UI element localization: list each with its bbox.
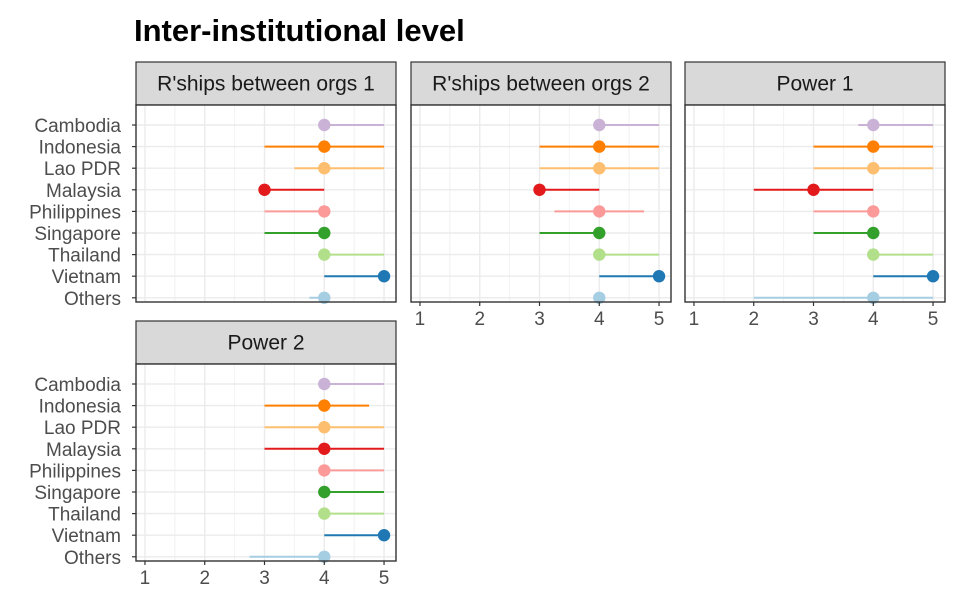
category-label-thailand: Thailand: [48, 246, 121, 267]
x-tick-label: 1: [140, 568, 151, 589]
facet-strip-label: R'ships between orgs 2: [432, 73, 650, 96]
point-others: [593, 291, 606, 304]
category-label-indonesia: Indonesia: [39, 138, 122, 159]
category-label-philippines: Philippines: [29, 202, 121, 223]
point-malaysia: [258, 183, 271, 196]
point-philippines: [593, 205, 606, 218]
plot-background: [136, 364, 396, 561]
x-tick-label: 5: [379, 568, 390, 589]
facet-panel-r-ships-between-orgs-1: R'ships between orgs 1 CambodiaIndonesiaL…: [29, 61, 397, 310]
x-tick-label: 4: [868, 309, 879, 330]
facet-panel-r-ships-between-orgs-2: R'ships between orgs 2 1 2 3 4 5: [410, 61, 672, 330]
point-singapore: [318, 226, 331, 240]
point-lao-pdr: [318, 162, 331, 175]
point-indonesia: [318, 140, 331, 153]
point-vietnam: [377, 270, 391, 283]
category-label-indonesia: Indonesia: [39, 397, 122, 418]
panel-border: [135, 363, 397, 562]
point-philippines: [318, 464, 331, 477]
point-indonesia: [318, 399, 331, 412]
point-singapore: [318, 485, 331, 499]
facet-strip-label: R'ships between orgs 1: [157, 73, 375, 96]
x-tick-label: 5: [928, 309, 939, 330]
point-thailand: [867, 248, 880, 261]
point-lao-pdr: [593, 162, 606, 175]
x-tick-label: 5: [654, 309, 665, 330]
category-label-malaysia: Malaysia: [46, 181, 121, 202]
facet-strip-label: Power 1: [776, 73, 853, 96]
category-label-lao-pdr: Lao PDR: [44, 159, 121, 180]
point-thailand: [318, 248, 331, 261]
facet-strip: [135, 320, 397, 365]
point-cambodia: [593, 118, 606, 132]
point-vietnam: [926, 270, 940, 283]
category-label-philippines: Philippines: [29, 461, 121, 482]
point-philippines: [318, 205, 331, 218]
category-label-vietnam: Vietnam: [52, 267, 121, 288]
panel-border: [684, 104, 946, 303]
point-vietnam: [652, 270, 666, 283]
plot-background: [685, 105, 945, 302]
x-tick-label: 2: [199, 568, 210, 589]
point-indonesia: [867, 140, 880, 153]
category-label-vietnam: Vietnam: [52, 526, 121, 547]
point-others: [318, 550, 331, 563]
point-malaysia: [318, 442, 331, 455]
category-label-singapore: Singapore: [34, 483, 121, 504]
point-cambodia: [318, 118, 331, 132]
point-malaysia: [807, 183, 820, 196]
category-label-cambodia: Cambodia: [34, 116, 121, 137]
point-thailand: [318, 507, 331, 520]
category-label-malaysia: Malaysia: [46, 440, 121, 461]
facet-panel-power-1: Power 1 1 2 3 4 5: [684, 61, 946, 330]
point-malaysia: [533, 183, 546, 196]
category-label-thailand: Thailand: [48, 505, 121, 526]
point-others: [867, 291, 880, 304]
x-tick-label: 3: [534, 309, 545, 330]
x-tick-label: 3: [808, 309, 819, 330]
plot-background: [411, 105, 671, 302]
x-tick-label: 1: [415, 309, 426, 330]
point-singapore: [867, 226, 880, 240]
facet-strip-label: Power 2: [227, 332, 304, 355]
panel-border: [410, 104, 672, 303]
category-label-others: Others: [64, 289, 121, 310]
panel-border: [135, 104, 397, 303]
point-lao-pdr: [867, 162, 880, 175]
point-singapore: [593, 226, 606, 240]
x-tick-label: 1: [689, 309, 700, 330]
point-indonesia: [593, 140, 606, 153]
x-tick-label: 4: [319, 568, 330, 589]
chart-title: Inter-institutional level: [134, 13, 465, 48]
point-thailand: [593, 248, 606, 261]
point-cambodia: [318, 377, 331, 391]
category-label-others: Others: [64, 548, 121, 569]
category-label-singapore: Singapore: [34, 224, 121, 245]
facet-strip: [135, 61, 397, 106]
category-label-cambodia: Cambodia: [34, 375, 121, 396]
point-lao-pdr: [318, 421, 331, 434]
point-cambodia: [867, 118, 880, 132]
plot-background: [136, 105, 396, 302]
point-vietnam: [377, 529, 391, 542]
x-tick-label: 4: [594, 309, 605, 330]
point-philippines: [867, 205, 880, 218]
x-tick-label: 3: [259, 568, 270, 589]
point-others: [318, 291, 331, 304]
x-tick-label: 2: [474, 309, 485, 330]
category-label-lao-pdr: Lao PDR: [44, 418, 121, 439]
x-tick-label: 2: [748, 309, 759, 330]
